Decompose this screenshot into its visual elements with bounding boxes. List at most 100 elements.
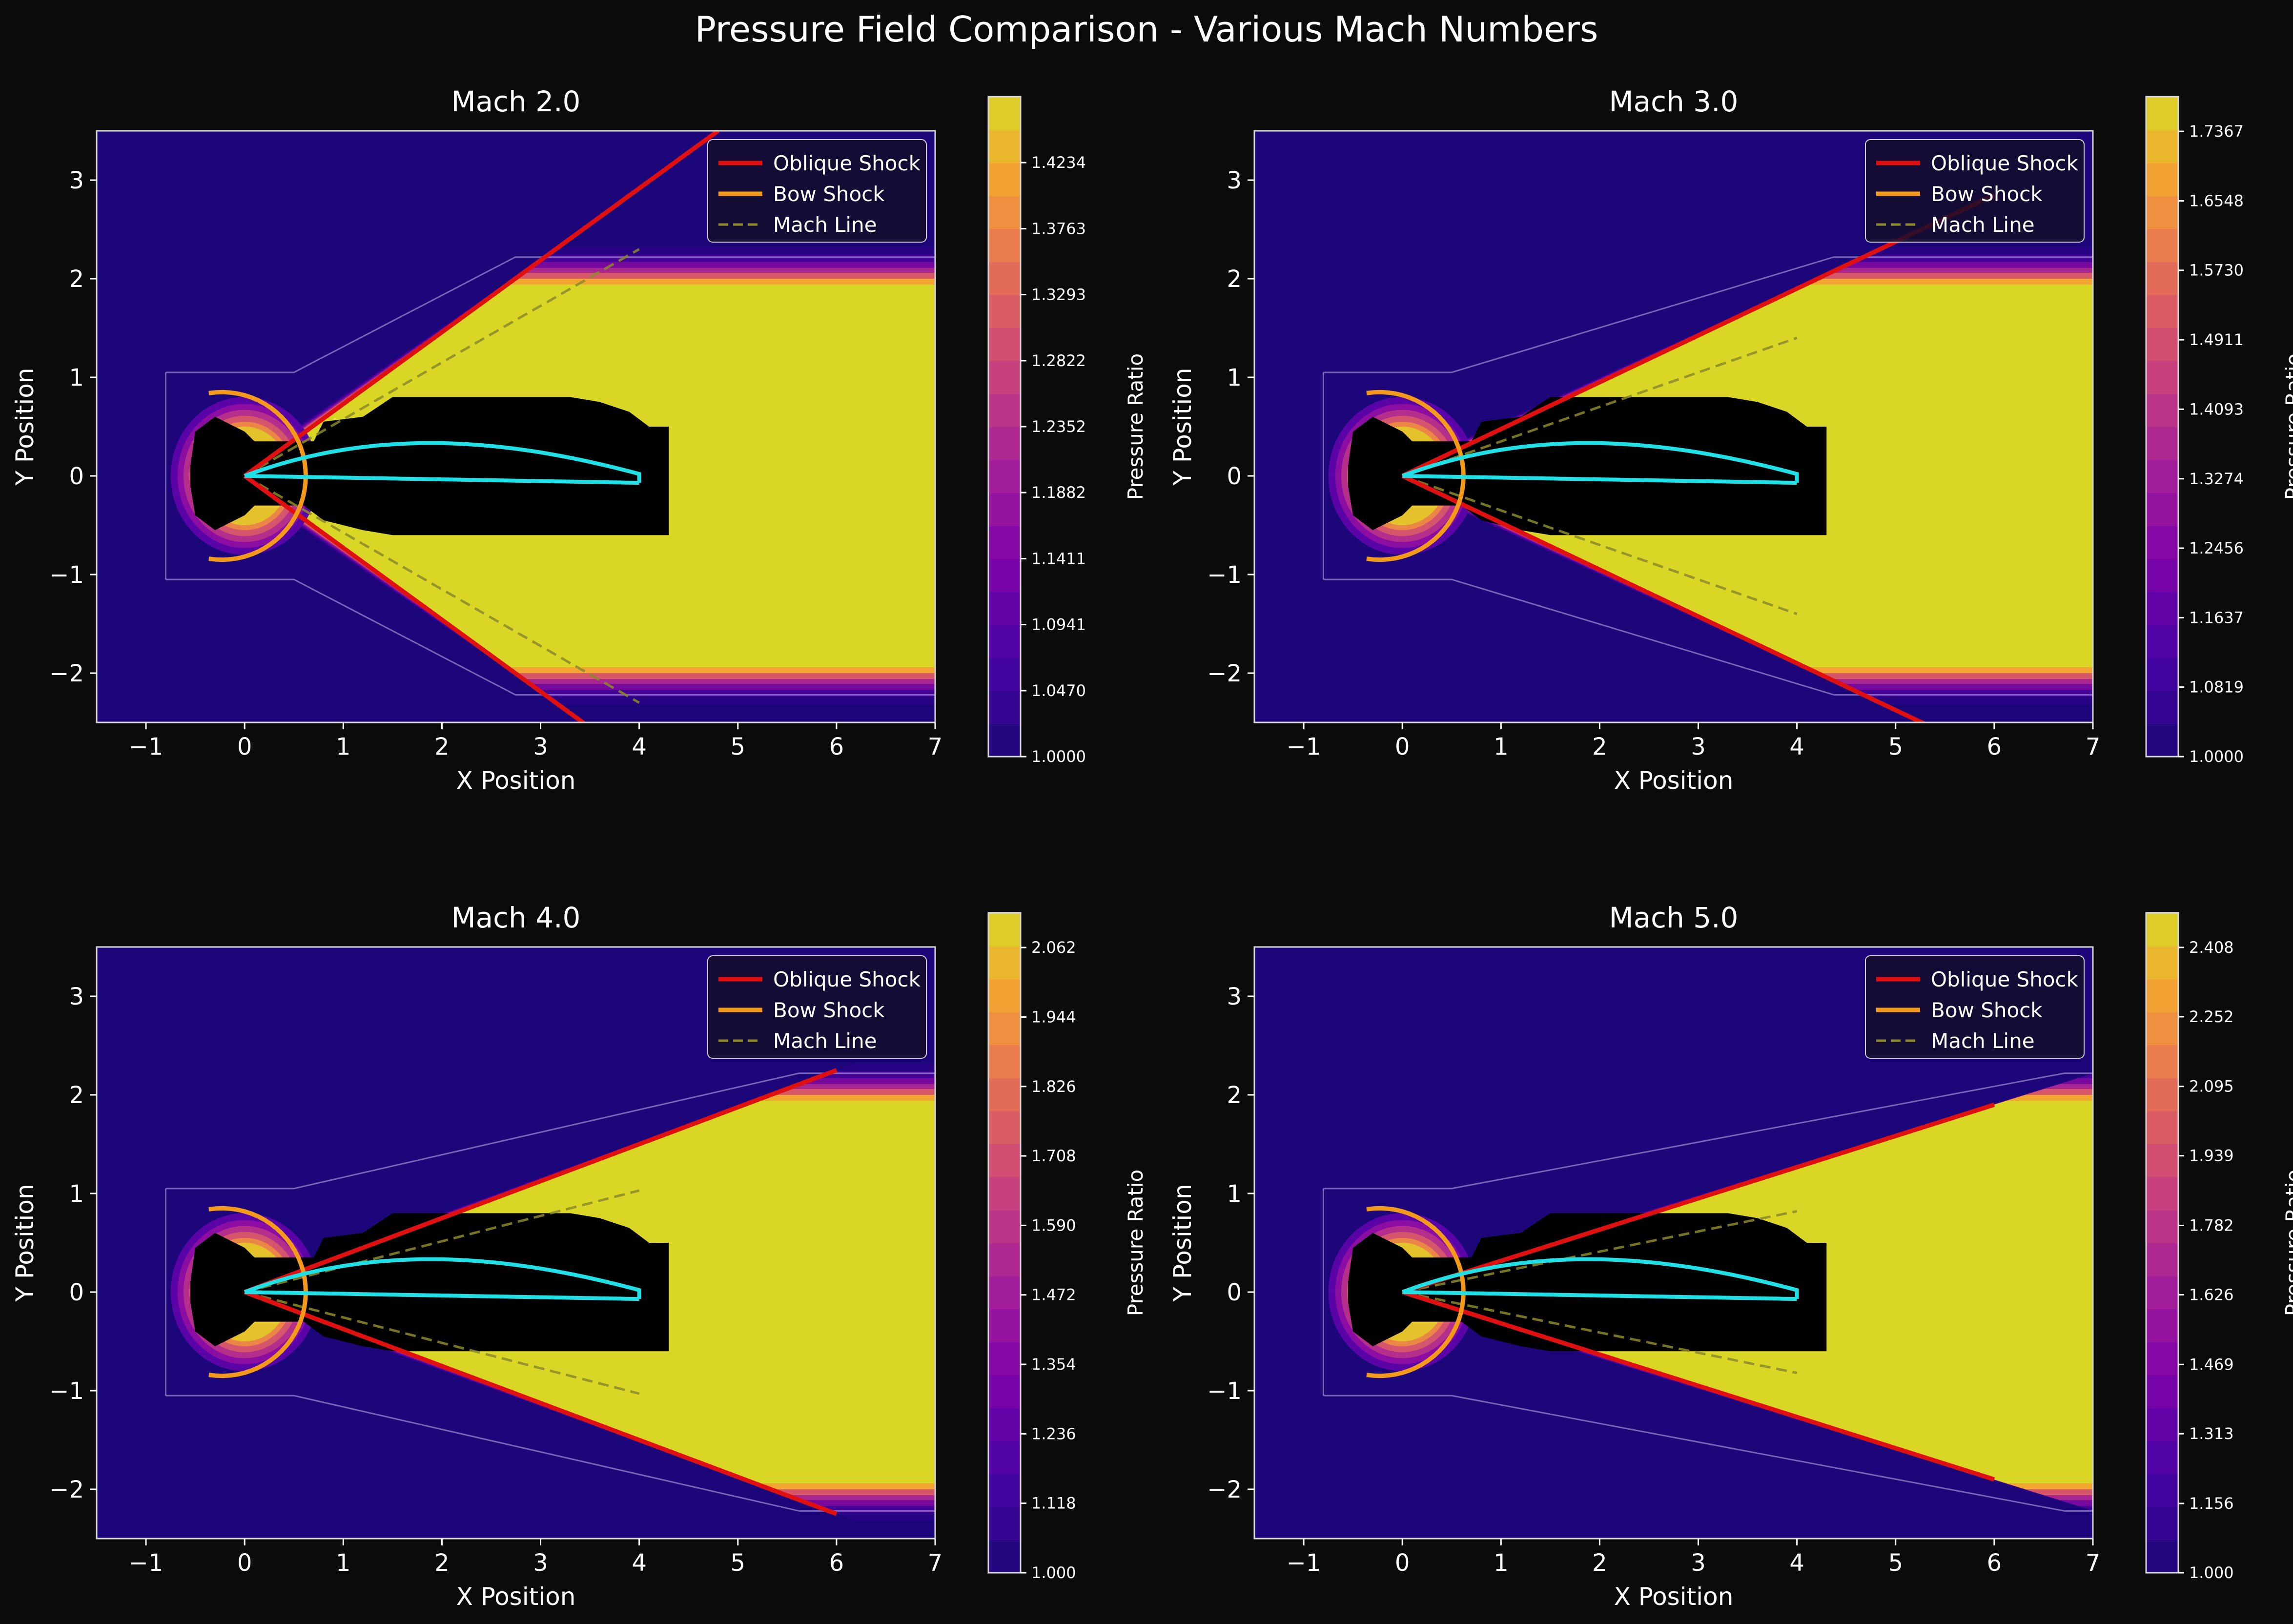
colorbar-tick-label: 1.4093 [2189,400,2244,418]
legend-entry: Bow Shock [1931,998,2043,1022]
outer-contour-bottom [165,578,935,696]
colorbar-band [988,1440,1021,1475]
colorbar-band [2146,262,2178,295]
colorbar-band [2146,913,2178,946]
airfoil-upper-surface [244,441,641,483]
colorbar-band [2146,493,2178,526]
colorbar-band [988,1341,1021,1376]
colorbar-tick-label: 1.4911 [2189,330,2244,349]
colorbar-band [2146,1045,2178,1078]
oblique-shock-lower [244,1290,838,1516]
x-tick-label: 3 [1691,1549,1706,1577]
colorbar-tick-label: 2.252 [2189,1007,2234,1026]
colorbar-tick-label: 2.095 [2189,1077,2234,1096]
colorbar-band [2146,393,2178,427]
x-axis-label: X Position [456,766,576,795]
colorbar-band [988,1110,1021,1145]
outer-contour-top [165,1072,935,1190]
y-tick-label: 1 [69,364,84,391]
y-tick-label: 1 [1227,1180,1242,1208]
legend-entry: Oblique Shock [1931,151,2079,175]
colorbar-band [988,294,1021,329]
legend-entry: Oblique Shock [773,967,921,991]
colorbar: 1.0000 1.0819 1.1637 1.2456 1.3274 1.4093 1.49… [2145,96,2293,766]
colorbar-band [2146,1275,2178,1310]
panel-mach-3: −1 0 1 2 3 4 5 6 7 −2 −1 0 1 2 3 X Position Y Position Ma… [1168,85,2293,795]
y-tick-label: −1 [49,1377,84,1405]
legend: Oblique Shock Bow Shock Mach Line [1865,139,2085,243]
colorbar-tick-label: 1.118 [1031,1494,1076,1513]
colorbar: 1.000 1.156 1.313 1.469 1.626 1.782 1.939 2.095… [2145,912,2293,1582]
colorbar-band [988,1506,1021,1541]
colorbar-band [988,1011,1021,1046]
colorbar-tick-label: 1.472 [1031,1286,1076,1304]
legend-entry: Mach Line [1931,1029,2035,1053]
colorbar-tick-label: 1.0819 [2189,678,2244,697]
colorbar-band [988,1375,1021,1408]
axes-frame [1253,130,2094,723]
colorbar-band [2146,228,2178,262]
panel-mach-5: −1 0 1 2 3 4 5 6 7 −2 −1 0 1 2 3 X Position Y Position Ma… [1168,901,2293,1611]
colorbar-band [988,1078,1021,1111]
colorbar-band [988,328,1021,361]
legend-entry: Bow Shock [1931,182,2043,206]
solid-body [190,397,669,535]
colorbar-band [2146,163,2178,196]
colorbar-band [988,262,1021,295]
colorbar-band [2146,1440,2178,1475]
x-tick-label: 7 [928,733,943,761]
x-tick-label: 1 [336,733,351,761]
colorbar-tick-label: 1.2456 [2189,539,2244,557]
legend: Oblique Shock Bow Shock Mach Line [707,955,927,1059]
colorbar-band [2146,690,2178,724]
colorbar-tick-label: 1.236 [1031,1424,1076,1443]
y-tick-label: 0 [1227,1279,1242,1306]
colorbar-band [988,1275,1021,1310]
y-axis-label: Y Position [1168,368,1197,486]
legend-entry: Bow Shock [773,182,885,206]
outer-contour-bottom [1323,578,2093,696]
airfoil-lower-surface [1402,1290,1797,1301]
x-tick-label: 2 [434,733,450,761]
legend-entry: Mach Line [773,1029,877,1053]
colorbar-band [2146,1210,2178,1243]
legend-entry: Bow Shock [773,998,885,1022]
axes-frame [1253,946,2094,1540]
x-tick-label: 0 [1395,733,1410,761]
colorbar-band [2146,459,2178,493]
colorbar-band [2146,946,2178,980]
colorbar-tick-label: 1.1637 [2189,608,2244,627]
colorbar-band [2146,427,2178,460]
y-tick-label: 2 [1227,266,1242,293]
legend-entry: Mach Line [773,213,877,237]
colorbar-tick-label: 1.0941 [1031,616,1086,634]
colorbar-band [988,427,1021,460]
colorbar-tick-label: 1.590 [1031,1216,1076,1234]
outer-contour-top [1323,256,2093,373]
x-axis-label: X Position [1614,766,1734,795]
colorbar-band [2146,1341,2178,1376]
x-tick-label: 5 [730,733,745,761]
colorbar-band [2146,592,2178,625]
outer-contour-bottom [165,1395,935,1512]
airfoil-lower-surface [245,1290,639,1301]
legend-entry: Mach Line [1931,213,2035,237]
colorbar: 1.0000 1.0470 1.0941 1.1411 1.1882 1.2352 1.28… [987,96,1147,766]
y-tick-label: 1 [1227,364,1242,391]
colorbar-tick-label: 1.708 [1031,1147,1076,1165]
colorbar-band [988,723,1021,757]
x-tick-label: 1 [1494,733,1509,761]
colorbar-band [2146,1144,2178,1177]
colorbar-tick-label: 1.5730 [2189,261,2244,280]
colorbar-band [2146,979,2178,1012]
x-tick-label: 7 [2086,733,2101,761]
colorbar-tick-label: 1.3293 [1031,286,1086,304]
x-tick-label: 3 [533,733,548,761]
colorbar-band [2146,1309,2178,1342]
colorbar-band [2146,525,2178,559]
pressure-field [1322,1072,2093,1512]
colorbar-band [988,97,1021,130]
airfoil-upper-surface [244,1257,641,1299]
pressure-field [164,1063,935,1521]
